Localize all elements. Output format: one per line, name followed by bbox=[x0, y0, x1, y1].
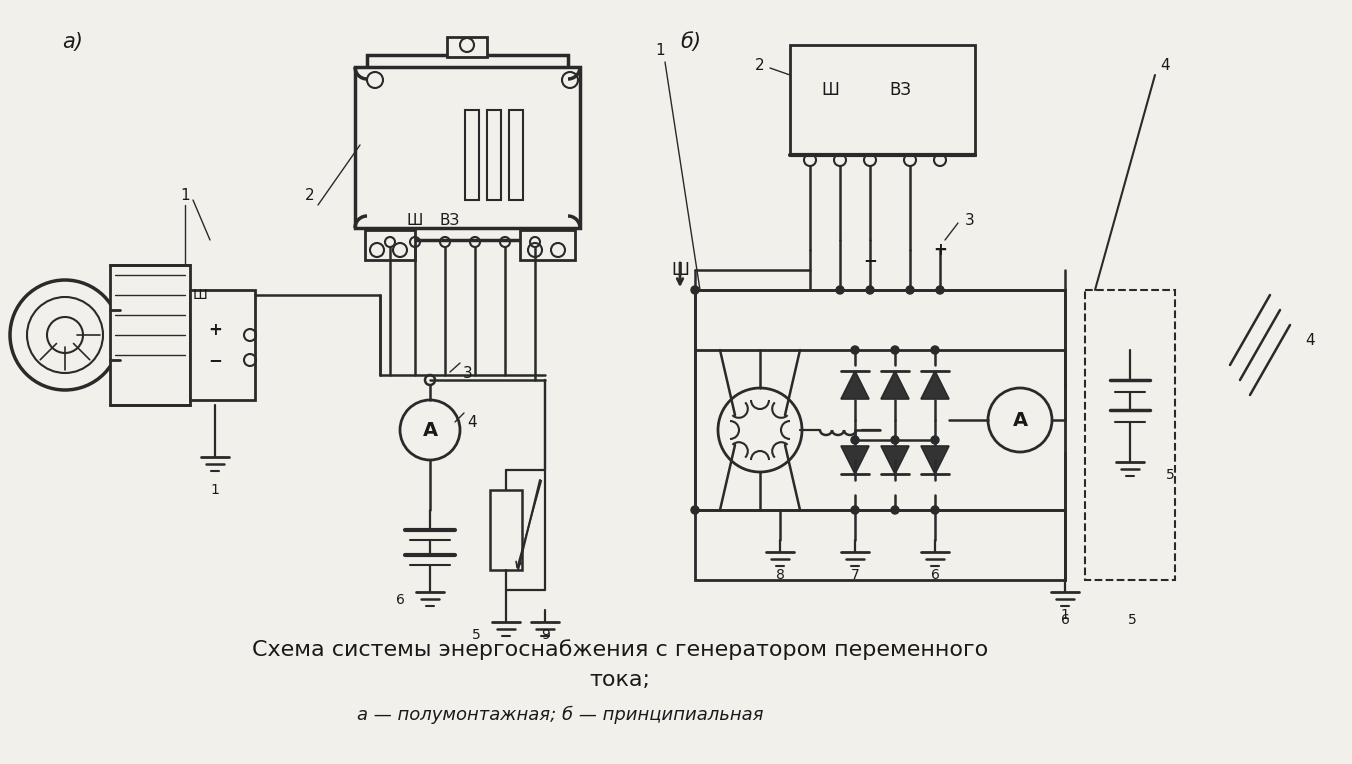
Text: 2: 2 bbox=[306, 187, 315, 202]
Text: 6: 6 bbox=[930, 568, 940, 582]
Text: Ш: Ш bbox=[192, 288, 207, 302]
Text: 3: 3 bbox=[464, 365, 473, 380]
Text: 6: 6 bbox=[396, 593, 404, 607]
Text: 3: 3 bbox=[965, 212, 975, 228]
Circle shape bbox=[400, 400, 460, 460]
Bar bbox=[790, 45, 975, 155]
Bar bbox=[110, 265, 191, 405]
Text: 6: 6 bbox=[1060, 613, 1069, 627]
Circle shape bbox=[850, 436, 859, 444]
Circle shape bbox=[891, 346, 899, 354]
Text: 2: 2 bbox=[756, 57, 765, 73]
Text: 4: 4 bbox=[1160, 57, 1169, 73]
Text: б): б) bbox=[680, 32, 700, 52]
Text: 5: 5 bbox=[472, 628, 480, 642]
Circle shape bbox=[891, 436, 899, 444]
Text: A: A bbox=[1013, 410, 1028, 429]
Text: +: + bbox=[933, 241, 946, 259]
Text: 5: 5 bbox=[1165, 468, 1175, 482]
Text: Схема системы энергоснабжения с генератором переменного: Схема системы энергоснабжения с генерато… bbox=[251, 639, 988, 660]
Text: тока;: тока; bbox=[589, 670, 650, 690]
Text: 9: 9 bbox=[542, 628, 550, 642]
Circle shape bbox=[850, 506, 859, 514]
Bar bbox=[191, 290, 256, 400]
Text: Ш: Ш bbox=[671, 261, 690, 279]
Circle shape bbox=[867, 286, 873, 294]
Polygon shape bbox=[921, 446, 949, 474]
Bar bbox=[1086, 290, 1175, 580]
Circle shape bbox=[932, 346, 940, 354]
Circle shape bbox=[988, 388, 1052, 452]
Text: Ш: Ш bbox=[821, 81, 840, 99]
Circle shape bbox=[850, 346, 859, 354]
Circle shape bbox=[718, 388, 802, 472]
Circle shape bbox=[891, 506, 899, 514]
Text: 1: 1 bbox=[1060, 608, 1069, 622]
Bar bbox=[465, 110, 479, 200]
Text: ВЗ: ВЗ bbox=[439, 212, 460, 228]
Bar bbox=[487, 110, 502, 200]
Circle shape bbox=[906, 286, 914, 294]
Circle shape bbox=[691, 506, 699, 514]
Text: −: − bbox=[863, 251, 877, 269]
Bar bbox=[521, 230, 575, 260]
Text: ВЗ: ВЗ bbox=[890, 81, 911, 99]
Bar bbox=[508, 110, 523, 200]
Text: 1: 1 bbox=[180, 187, 189, 202]
Text: 1: 1 bbox=[656, 43, 665, 57]
Text: а — полумонтажная; б — принципиальная: а — полумонтажная; б — принципиальная bbox=[357, 706, 764, 724]
Polygon shape bbox=[921, 371, 949, 399]
Text: −: − bbox=[208, 351, 222, 369]
Text: 4: 4 bbox=[1305, 332, 1314, 348]
Circle shape bbox=[932, 506, 940, 514]
Bar bbox=[448, 37, 487, 57]
Polygon shape bbox=[882, 371, 909, 399]
Text: Ш: Ш bbox=[407, 212, 423, 228]
Circle shape bbox=[836, 286, 844, 294]
Bar bbox=[366, 55, 568, 240]
Text: 5: 5 bbox=[1128, 613, 1137, 627]
Text: 7: 7 bbox=[850, 568, 860, 582]
Circle shape bbox=[932, 436, 940, 444]
Text: +: + bbox=[208, 321, 222, 339]
Text: а): а) bbox=[62, 32, 82, 52]
Polygon shape bbox=[882, 446, 909, 474]
Bar bbox=[489, 490, 522, 570]
Text: 8: 8 bbox=[776, 568, 784, 582]
Bar bbox=[365, 230, 415, 260]
Text: A: A bbox=[422, 420, 438, 439]
Bar bbox=[356, 67, 580, 228]
Circle shape bbox=[691, 286, 699, 294]
Text: 1: 1 bbox=[211, 483, 219, 497]
Polygon shape bbox=[841, 446, 869, 474]
Polygon shape bbox=[841, 371, 869, 399]
Circle shape bbox=[936, 286, 944, 294]
Bar bbox=[695, 290, 1065, 580]
Text: 4: 4 bbox=[468, 415, 477, 429]
